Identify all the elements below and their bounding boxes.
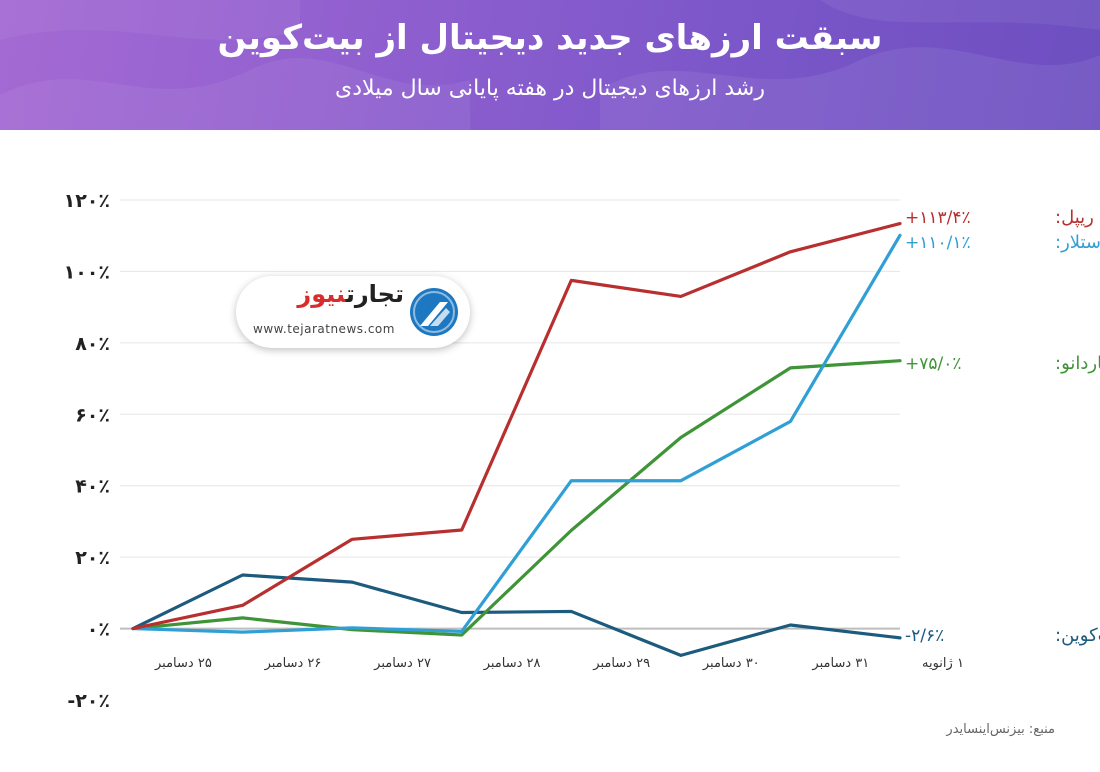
- x-tick-label: ۲۶ دسامبر: [264, 656, 322, 671]
- x-tick-label: ۲۹ دسامبر: [592, 656, 650, 671]
- series-name-label: ریپل:: [1055, 207, 1094, 228]
- x-tick-label: ۲۸ دسامبر: [483, 656, 541, 671]
- series-name-label: کاردانو:: [1055, 353, 1100, 374]
- y-tick-label: ۱۲۰٪: [64, 190, 110, 212]
- y-tick-label: -۲۰٪: [67, 690, 110, 712]
- x-tick-label: ۲۵ دسامبر: [154, 656, 212, 671]
- series-name-label: استلار:: [1055, 232, 1100, 253]
- header-decoration: [0, 0, 1100, 130]
- source-note: منبع: بیزنس‌اینسایدر: [946, 722, 1055, 737]
- logo-name: تجارتنیوز: [244, 280, 404, 308]
- series-line: [131, 573, 902, 657]
- series-line: [131, 359, 902, 637]
- logo-url: www.tejaratnews.com: [253, 322, 395, 336]
- y-tick-label: ۴۰٪: [75, 476, 110, 498]
- y-tick-label: ۰٪: [87, 619, 110, 641]
- series-end-value: +۷۵/۰٪: [905, 354, 962, 374]
- logo-name-part2: نیوز: [297, 280, 346, 308]
- x-tick-label: ۱ ژانویه: [922, 656, 964, 671]
- tejaratnews-logo: تجارتنیوز www.tejaratnews.com: [236, 276, 470, 348]
- y-tick-label: ۸۰٪: [75, 333, 110, 355]
- series-end-value: -۲/۶٪: [905, 626, 944, 646]
- series-line: [131, 221, 902, 631]
- logo-name-part1: تجارت: [345, 280, 404, 308]
- series-end-value: +۱۱۳/۴٪: [905, 208, 971, 228]
- header-banner: سبقت ارزهای جدید دیجیتال از بیت‌کوین رشد…: [0, 0, 1100, 130]
- chart-subtitle: رشد ارزهای دیجیتال در هفته پایانی سال می…: [335, 76, 765, 101]
- series-name-label: بیت‌کوین:: [1055, 625, 1100, 646]
- y-tick-label: ۶۰٪: [75, 404, 110, 426]
- y-tick-label: ۱۰۰٪: [64, 261, 110, 283]
- chart-title: سبقت ارزهای جدید دیجیتال از بیت‌کوین: [217, 18, 883, 58]
- series-line: [131, 233, 902, 634]
- logo-mark-icon: [410, 288, 458, 336]
- x-tick-label: ۲۷ دسامبر: [373, 656, 431, 671]
- x-tick-label: ۳۱ دسامبر: [811, 656, 869, 671]
- x-tick-label: ۳۰ دسامبر: [702, 656, 760, 671]
- y-tick-label: ۲۰٪: [75, 547, 110, 569]
- series-end-value: +۱۱۰/۱٪: [905, 233, 971, 253]
